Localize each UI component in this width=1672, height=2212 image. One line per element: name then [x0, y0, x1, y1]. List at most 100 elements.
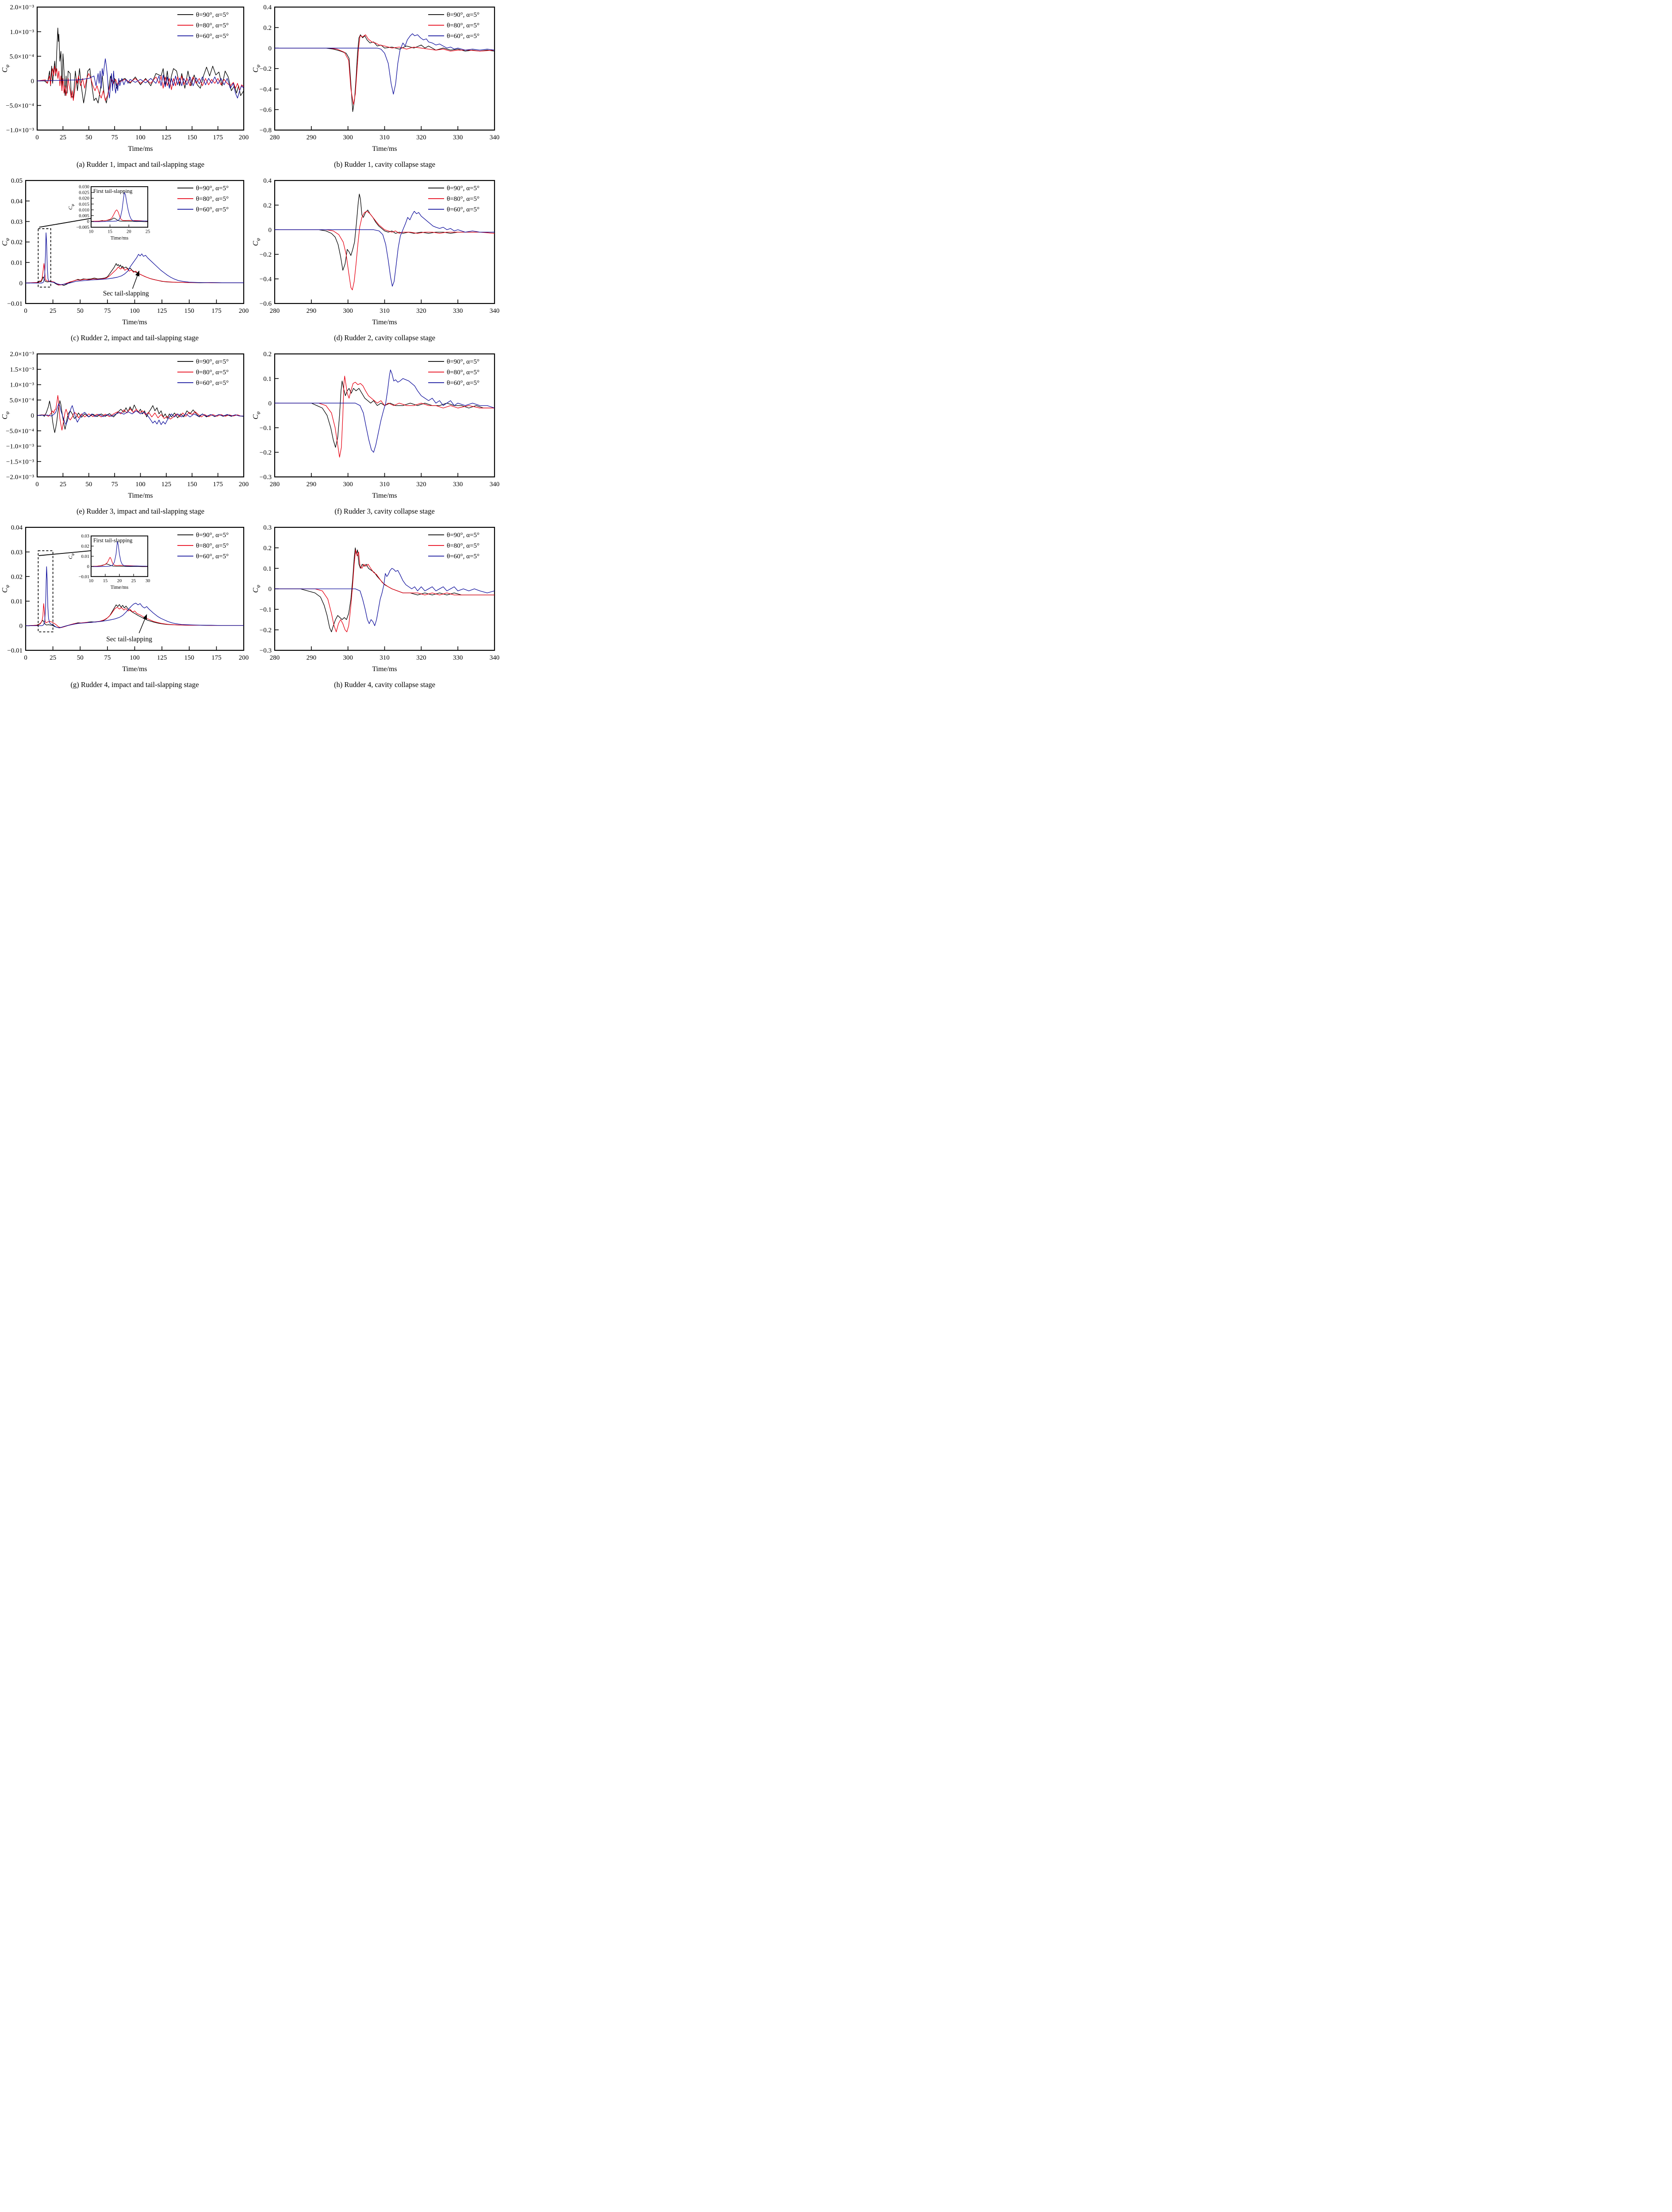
- legend-label-1: θ=80°, α=5°: [196, 369, 229, 376]
- y-tick-label: 0.01: [11, 260, 23, 267]
- x-tick-label: 290: [307, 307, 317, 315]
- y-tick-label: 0.04: [11, 198, 23, 205]
- x-tick-label: 100: [130, 654, 140, 661]
- x-axis-label: Time/ms: [372, 492, 397, 499]
- inset-x-tick-label: 10: [89, 230, 94, 234]
- series: [275, 369, 495, 458]
- x-axis-label: Time/ms: [372, 665, 397, 673]
- series-line-1: [26, 263, 244, 285]
- legend: θ=90°, α=5° θ=80°, α=5° θ=60°, α=5°: [177, 12, 229, 40]
- series-line-2: [37, 403, 244, 425]
- inset-x-tick-label: 30: [146, 579, 150, 584]
- x-tick-label: 175: [211, 654, 222, 661]
- x-axis-label: Time/ms: [128, 492, 153, 499]
- panel-e: 2.0×10⁻³ 1.5×10⁻³ 1.0×10⁻³ 5.0×10⁻⁴ 0 −5.0×10…: [0, 349, 251, 522]
- x-tick-label: 125: [161, 134, 172, 141]
- legend-label-1: θ=80°, α=5°: [447, 369, 479, 376]
- inset-y-tick-label: 0: [87, 219, 89, 224]
- x-tick-label: 150: [184, 307, 195, 315]
- legend-label-2: θ=60°, α=5°: [447, 206, 479, 213]
- y-axis-label: Cφ: [251, 238, 261, 246]
- x-tick-label: 0: [24, 307, 27, 315]
- legend-label-1: θ=80°, α=5°: [196, 22, 229, 29]
- series: [275, 193, 495, 291]
- inset-y-tick-label: 0.015: [79, 202, 89, 207]
- series-line-2: [26, 566, 244, 629]
- zoom-region-box: [38, 228, 51, 288]
- series-line-2: [37, 58, 244, 99]
- y-tick-label: −1.0×10⁻³: [6, 127, 35, 134]
- x-tick-label: 50: [77, 654, 84, 661]
- series-line-1: [37, 65, 244, 101]
- y-tick-label: −0.3: [260, 647, 272, 654]
- y-tick-label: 1.5×10⁻³: [10, 366, 34, 373]
- series: [37, 27, 244, 104]
- x-tick-label: 200: [239, 134, 249, 141]
- y-tick-label: −0.2: [260, 627, 272, 634]
- inset-x-tick-label: 20: [117, 579, 122, 584]
- x-tick-label: 25: [50, 654, 56, 661]
- x-tick-label: 50: [85, 481, 92, 488]
- caption-h: (h) Rudder 4, cavity collapse stage: [334, 680, 436, 689]
- inset-title: First tail-slapping: [93, 537, 133, 543]
- y-tick-label: −0.1: [260, 607, 272, 614]
- x-tick-label: 320: [416, 307, 426, 315]
- chart-g: 0.040.030.020.010−0.010 25 50 75 100 125 150 17…: [0, 524, 249, 673]
- figure-grid: 2.0×10⁻³ 1.0×10⁻³ 5.0×10⁻⁴ 0 −5.0×10⁻⁴ −1.0×1…: [0, 0, 502, 697]
- y-tick-label: −0.1: [260, 425, 272, 432]
- series-line-1: [275, 549, 495, 632]
- series-line-1: [275, 376, 495, 458]
- y-axis-label: Cφ: [251, 65, 261, 73]
- x-axis-label: Time/ms: [372, 319, 397, 326]
- x-tick-label: 25: [60, 134, 66, 141]
- x-axis-label: Time/ms: [372, 145, 397, 153]
- x-tick-label: 50: [77, 307, 84, 315]
- y-tick-label: 0.1: [263, 376, 272, 383]
- zoom-region-box: [38, 550, 54, 633]
- panel-c: 0.05 0.04 0.03 0.02 0.01 0 −0.01 0 25 50 75 100 125 1…: [0, 175, 251, 349]
- panel-b: 0.4 0.2 0 −0.2 −0.4 −0.6 −0.8 280 290 300 310 320 33…: [251, 2, 502, 175]
- y-axis-label: Cφ: [0, 238, 10, 246]
- series-line-0: [275, 193, 495, 271]
- y-tick-label: 0: [268, 227, 272, 234]
- x-axis-label: Time/ms: [122, 665, 147, 673]
- annotation-text: Sec tail-slapping: [103, 290, 149, 297]
- series-line-2: [275, 211, 495, 287]
- x-tick-label: 310: [380, 134, 390, 141]
- x-tick-label: 200: [239, 654, 249, 661]
- annotation: Sec tail-slapping: [103, 270, 149, 297]
- x-tick-label: 300: [343, 654, 353, 661]
- x-tick-label: 310: [380, 654, 390, 661]
- y-tick-label: 0.2: [263, 351, 272, 358]
- y-tick-label: 0: [268, 586, 272, 593]
- y-tick-label: −0.2: [260, 65, 272, 73]
- series-line-0: [275, 380, 495, 448]
- x-tick-label: 125: [157, 307, 167, 315]
- x-tick-label: 340: [490, 307, 500, 315]
- legend-label-0: θ=90°, α=5°: [196, 185, 229, 192]
- y-tick-label: 0: [31, 412, 35, 419]
- x-tick-label: 300: [343, 481, 353, 488]
- x-tick-label: 150: [187, 481, 197, 488]
- series-line-0: [26, 604, 244, 628]
- y-tick-label: 0.4: [263, 177, 272, 184]
- legend: θ=90°, α=5° θ=80°, α=5° θ=60°, α=5°: [177, 532, 229, 560]
- x-tick-label: 320: [416, 481, 426, 488]
- x-tick-label: 290: [307, 481, 317, 488]
- x-tick-label: 75: [104, 654, 111, 661]
- x-tick-label: 100: [130, 307, 140, 315]
- y-tick-label: 0.1: [263, 565, 272, 572]
- y-tick-label: 0.02: [11, 239, 23, 246]
- x-tick-label: 280: [270, 307, 280, 315]
- y-tick-label: −0.2: [260, 251, 272, 258]
- x-tick-label: 320: [416, 654, 426, 661]
- inset-x-tick-label: 10: [89, 579, 94, 584]
- x-tick-label: 330: [453, 481, 463, 488]
- series-line-0: [275, 547, 495, 632]
- y-tick-label: 0.03: [11, 219, 23, 226]
- y-tick-label: −2.0×10⁻³: [6, 474, 35, 481]
- y-tick-label: 2.0×10⁻³: [10, 351, 34, 358]
- x-tick-label: 175: [211, 307, 222, 315]
